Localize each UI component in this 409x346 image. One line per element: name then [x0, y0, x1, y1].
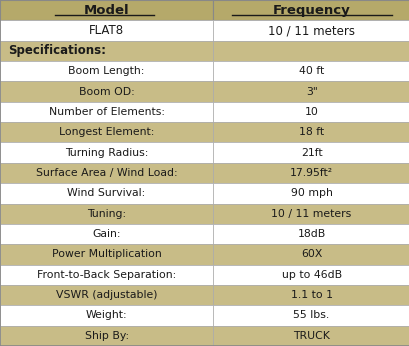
- FancyBboxPatch shape: [213, 326, 409, 346]
- FancyBboxPatch shape: [0, 0, 213, 20]
- Text: 10 / 11 meters: 10 / 11 meters: [271, 209, 351, 219]
- Text: Tuning:: Tuning:: [87, 209, 126, 219]
- FancyBboxPatch shape: [0, 41, 213, 61]
- Text: 17.95ft²: 17.95ft²: [289, 168, 333, 178]
- FancyBboxPatch shape: [213, 122, 409, 143]
- Text: Front-to-Back Separation:: Front-to-Back Separation:: [37, 270, 176, 280]
- FancyBboxPatch shape: [213, 0, 409, 20]
- Text: Gain:: Gain:: [92, 229, 121, 239]
- FancyBboxPatch shape: [0, 224, 213, 244]
- Text: VSWR (adjustable): VSWR (adjustable): [56, 290, 157, 300]
- FancyBboxPatch shape: [213, 20, 409, 41]
- Text: Longest Element:: Longest Element:: [59, 127, 154, 137]
- Text: 60X: 60X: [300, 249, 321, 260]
- FancyBboxPatch shape: [0, 163, 213, 183]
- FancyBboxPatch shape: [0, 326, 213, 346]
- FancyBboxPatch shape: [0, 305, 213, 326]
- Text: Surface Area / Wind Load:: Surface Area / Wind Load:: [36, 168, 177, 178]
- FancyBboxPatch shape: [0, 203, 213, 224]
- Text: Power Multiplication: Power Multiplication: [52, 249, 161, 260]
- FancyBboxPatch shape: [0, 244, 213, 265]
- FancyBboxPatch shape: [0, 143, 213, 163]
- Text: Specifications:: Specifications:: [8, 44, 106, 57]
- Text: 55 lbs.: 55 lbs.: [293, 310, 329, 320]
- FancyBboxPatch shape: [213, 305, 409, 326]
- FancyBboxPatch shape: [213, 41, 409, 61]
- Text: Model: Model: [83, 4, 129, 17]
- Text: Boom Length:: Boom Length:: [68, 66, 144, 76]
- FancyBboxPatch shape: [0, 102, 213, 122]
- FancyBboxPatch shape: [0, 285, 213, 305]
- Text: 10 / 11 meters: 10 / 11 meters: [267, 24, 354, 37]
- FancyBboxPatch shape: [0, 265, 213, 285]
- FancyBboxPatch shape: [0, 20, 213, 41]
- Text: 90 mph: 90 mph: [290, 188, 332, 198]
- FancyBboxPatch shape: [0, 81, 213, 102]
- Text: Ship By:: Ship By:: [84, 331, 128, 341]
- FancyBboxPatch shape: [213, 203, 409, 224]
- FancyBboxPatch shape: [213, 244, 409, 265]
- Text: 1.1 to 1: 1.1 to 1: [290, 290, 332, 300]
- Text: 3": 3": [305, 86, 317, 97]
- Text: Wind Survival:: Wind Survival:: [67, 188, 145, 198]
- Text: Boom OD:: Boom OD:: [79, 86, 134, 97]
- FancyBboxPatch shape: [213, 81, 409, 102]
- Text: TRUCK: TRUCK: [292, 331, 329, 341]
- FancyBboxPatch shape: [213, 61, 409, 81]
- Text: 10: 10: [304, 107, 318, 117]
- FancyBboxPatch shape: [213, 265, 409, 285]
- FancyBboxPatch shape: [0, 122, 213, 143]
- FancyBboxPatch shape: [213, 224, 409, 244]
- Text: 18 ft: 18 ft: [298, 127, 324, 137]
- FancyBboxPatch shape: [213, 163, 409, 183]
- Text: FLAT8: FLAT8: [89, 24, 124, 37]
- FancyBboxPatch shape: [213, 102, 409, 122]
- Text: 18dB: 18dB: [297, 229, 325, 239]
- Text: Turning Radius:: Turning Radius:: [65, 148, 148, 158]
- FancyBboxPatch shape: [213, 183, 409, 203]
- Text: 40 ft: 40 ft: [298, 66, 324, 76]
- FancyBboxPatch shape: [213, 285, 409, 305]
- Text: 21ft: 21ft: [300, 148, 321, 158]
- Text: up to 46dB: up to 46dB: [281, 270, 341, 280]
- Text: Number of Elements:: Number of Elements:: [49, 107, 164, 117]
- FancyBboxPatch shape: [0, 61, 213, 81]
- FancyBboxPatch shape: [0, 183, 213, 203]
- Text: Weight:: Weight:: [85, 310, 127, 320]
- Text: Frequency: Frequency: [272, 4, 350, 17]
- FancyBboxPatch shape: [213, 143, 409, 163]
